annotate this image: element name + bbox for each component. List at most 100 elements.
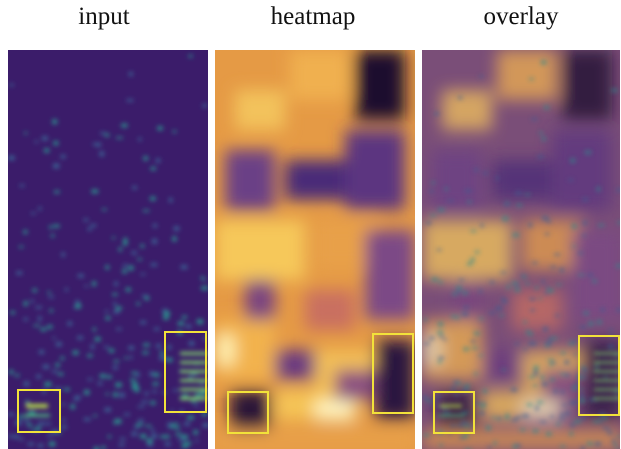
speckle [480, 223, 483, 227]
heat-region [235, 90, 285, 130]
speckle [513, 444, 517, 449]
speckle [123, 264, 127, 267]
heat-region [345, 130, 405, 210]
speckle [551, 337, 557, 340]
speckle [173, 423, 178, 425]
speckle [456, 382, 461, 385]
speckle [545, 345, 550, 347]
speckle [501, 369, 506, 371]
speckle [150, 401, 155, 405]
speckle [560, 413, 564, 417]
speckle [152, 382, 158, 385]
speckle [456, 286, 462, 290]
speckle [195, 404, 198, 407]
speckle [432, 277, 438, 281]
speckle [121, 124, 127, 128]
speckle [47, 434, 53, 436]
speckle [498, 417, 502, 420]
speckle [47, 325, 52, 329]
speckle [8, 413, 14, 416]
speckle [153, 224, 157, 228]
speckle [124, 413, 130, 415]
speckle [480, 404, 486, 408]
speckle [74, 397, 80, 400]
harmonic [180, 370, 208, 373]
speckle [558, 418, 564, 420]
speckle [616, 188, 621, 192]
speckle [116, 328, 122, 330]
speckle [84, 418, 91, 421]
speckle [36, 426, 41, 431]
page: input heatmap overlay (() => { const dat… [0, 0, 621, 449]
speckle [62, 403, 65, 406]
speckle [532, 118, 538, 121]
speckle [178, 321, 184, 325]
speckle [163, 316, 169, 320]
speckle [458, 423, 464, 427]
speckle [545, 233, 550, 236]
speckle [178, 438, 185, 441]
speckle [455, 394, 459, 397]
speckle [92, 281, 96, 286]
speckle [189, 341, 195, 346]
speckle [541, 60, 547, 65]
speckle [56, 342, 62, 346]
speckle [587, 442, 593, 446]
speckle [28, 442, 34, 445]
speckle [24, 381, 29, 386]
speckle [429, 405, 432, 408]
speckle [129, 72, 133, 76]
harmonic [180, 352, 208, 355]
speckle [582, 368, 588, 373]
speckle [551, 266, 556, 269]
speckle [169, 198, 173, 203]
speckle [438, 322, 443, 327]
heat-region [375, 340, 415, 420]
speckle [146, 425, 152, 427]
speckle [423, 434, 430, 437]
speckle [141, 401, 147, 404]
speckle [529, 78, 534, 80]
speckle [164, 311, 170, 315]
speckle [542, 382, 548, 386]
speckle [561, 390, 564, 394]
speckle [156, 373, 159, 377]
speckle [140, 434, 146, 439]
speckle [592, 279, 596, 283]
speckle [15, 374, 20, 377]
speckle [607, 431, 612, 435]
speckle [472, 347, 478, 350]
speckle [530, 309, 534, 312]
speckle [126, 288, 131, 292]
speckle [88, 228, 92, 231]
speckle [512, 233, 519, 237]
speckle [507, 285, 510, 290]
speckle [617, 436, 621, 438]
speckle [543, 292, 549, 294]
speckle [24, 301, 28, 306]
speckle [187, 415, 194, 419]
speckle [537, 401, 543, 404]
speckle [580, 393, 584, 398]
speckle [580, 388, 584, 391]
speckle [77, 336, 83, 339]
speckle [157, 126, 162, 130]
speckle [20, 438, 24, 440]
heatmap-image [215, 50, 415, 449]
speckle [504, 203, 511, 206]
speckle [112, 293, 117, 296]
speckle [188, 55, 192, 58]
speckle [479, 354, 483, 357]
speckle [109, 349, 114, 353]
speckle [50, 309, 53, 312]
speckle [115, 419, 122, 424]
speckle [570, 158, 575, 163]
harmonic [26, 404, 48, 408]
speckle [611, 88, 617, 92]
speckle [533, 384, 538, 386]
speckle [91, 189, 98, 193]
speckle [505, 201, 508, 203]
speckle [113, 360, 119, 362]
speckle [534, 365, 539, 370]
speckle [9, 84, 14, 86]
